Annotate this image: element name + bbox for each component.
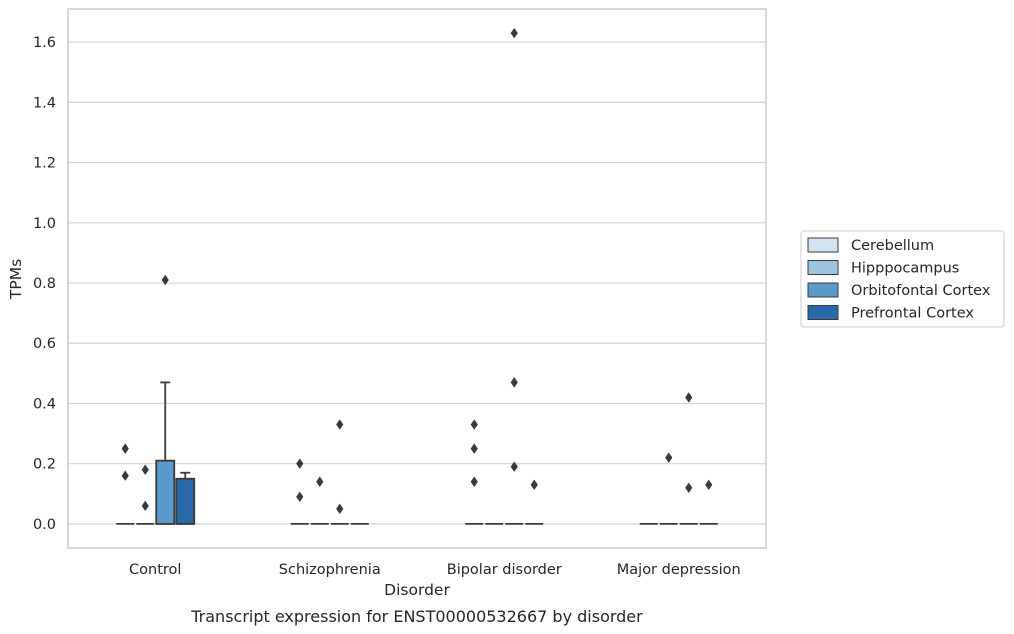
outlier-point bbox=[685, 392, 693, 403]
outlier-point bbox=[161, 274, 169, 286]
outlier-point bbox=[296, 491, 304, 503]
legend-swatch bbox=[807, 237, 839, 253]
plot-frame bbox=[67, 8, 767, 549]
legend-swatch bbox=[807, 260, 839, 275]
outlier-point bbox=[510, 461, 518, 472]
legend-label: Prefrontal Cortex bbox=[851, 306, 974, 322]
grid-lines bbox=[68, 41, 766, 525]
outlier-point bbox=[685, 482, 693, 493]
legend-label: Cerebellum bbox=[851, 238, 934, 254]
y-tick-label: 0.0 bbox=[33, 517, 56, 533]
outlier-point bbox=[705, 479, 713, 490]
x-tick-label: Major depression bbox=[617, 562, 741, 578]
legend-label: Orbitofontal Cortex bbox=[851, 283, 991, 299]
outlier-point bbox=[336, 503, 344, 515]
outlier-point bbox=[316, 476, 324, 487]
y-tick-label: 0.8 bbox=[33, 276, 56, 292]
outlier-point bbox=[510, 377, 518, 388]
x-tick-label: Control bbox=[129, 562, 181, 578]
outliers bbox=[121, 27, 713, 515]
legend-label: Hipppocampus bbox=[851, 261, 959, 277]
legend-item: Prefrontal Cortex bbox=[807, 305, 974, 322]
box-prefrontal-cortex bbox=[175, 471, 196, 525]
legend-item: Hipppocampus bbox=[807, 260, 959, 277]
outlier-point bbox=[121, 443, 129, 454]
outlier-point bbox=[665, 452, 673, 463]
x-tick-label: Schizophrenia bbox=[279, 562, 381, 578]
box-orbitofontal-cortex bbox=[155, 381, 176, 525]
boxes bbox=[116, 381, 718, 525]
chart-caption: Transcript expression for ENST0000053266… bbox=[190, 607, 643, 626]
outlier-point bbox=[141, 500, 149, 512]
legend-swatch bbox=[807, 305, 839, 320]
box-body bbox=[175, 477, 196, 525]
y-tick-label: 1.4 bbox=[33, 95, 56, 111]
outlier-point bbox=[510, 27, 518, 39]
y-tick-label: 1.0 bbox=[33, 216, 56, 232]
x-axis-label: Disorder bbox=[384, 581, 450, 599]
legend: Cerebellum Hipppocampus Orbitofontal Corte… bbox=[800, 230, 1005, 328]
legend-swatch bbox=[807, 282, 839, 298]
x-tick-labels: Control Schizophrenia Bipolar disorder Majo… bbox=[129, 562, 741, 578]
y-tick-labels: 0.0 0.2 0.4 0.6 0.8 1.0 1.2 1.4 1.6 bbox=[33, 35, 56, 533]
outlier-point bbox=[141, 464, 149, 475]
legend-item: Cerebellum bbox=[807, 237, 934, 254]
y-tick-label: 1.2 bbox=[33, 156, 56, 172]
legend-frame bbox=[800, 230, 1005, 328]
outlier-point bbox=[121, 470, 129, 481]
outlier-point bbox=[470, 476, 478, 487]
legend-item: Orbitofontal Cortex bbox=[807, 282, 991, 299]
outlier-point bbox=[530, 479, 538, 490]
box-body bbox=[155, 459, 176, 525]
outlier-point bbox=[336, 419, 344, 430]
outlier-point bbox=[470, 419, 478, 430]
outlier-point bbox=[296, 458, 304, 469]
x-tick-label: Bipolar disorder bbox=[447, 562, 562, 578]
outlier-point bbox=[470, 443, 478, 454]
y-tick-label: 0.2 bbox=[33, 457, 56, 473]
y-axis-label: TPMs bbox=[7, 259, 25, 300]
y-tick-label: 0.6 bbox=[33, 336, 56, 352]
y-tick-label: 0.4 bbox=[33, 396, 56, 412]
y-tick-label: 1.6 bbox=[33, 35, 56, 51]
plot-area-border bbox=[67, 8, 767, 549]
